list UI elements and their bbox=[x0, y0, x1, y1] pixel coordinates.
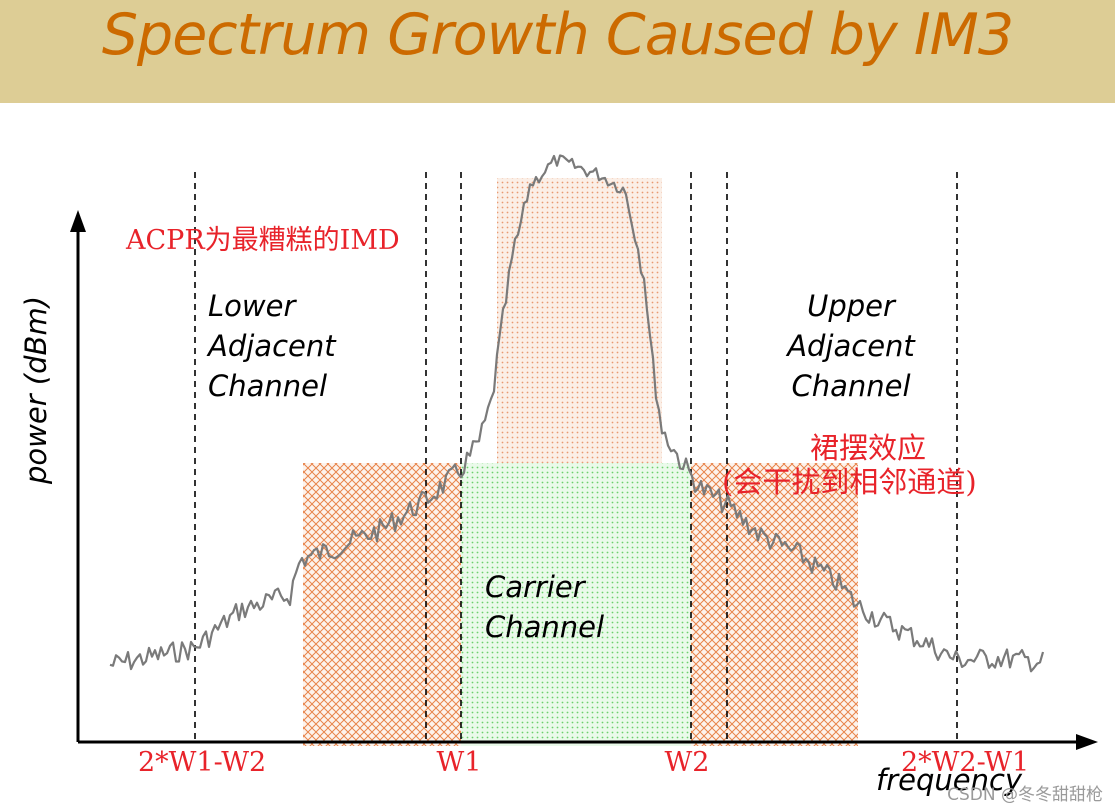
watermark: CSDN @冬冬甜甜枪 bbox=[947, 785, 1103, 805]
upper-adjacent-label: Upper Adjacent Channel bbox=[785, 289, 916, 403]
carrier-label-line-2: Channel bbox=[485, 610, 604, 644]
skirt-effect-note: (会干扰到相邻通道) bbox=[722, 465, 977, 499]
upper-label-line-1: Upper bbox=[807, 289, 897, 323]
lower-label-line-2: Adjacent bbox=[206, 329, 337, 363]
y-axis-label: power (dBm) bbox=[19, 296, 53, 485]
carrier-peak-region bbox=[497, 178, 662, 463]
lower-label-line-1: Lower bbox=[208, 289, 297, 323]
tick-label-2w2-w1: 2*W2-W1 bbox=[901, 747, 1029, 778]
tick-label-w1: W1 bbox=[437, 747, 482, 778]
channel-boundaries bbox=[194, 172, 958, 740]
title-banner bbox=[0, 0, 1115, 103]
x-axis-label: frequency bbox=[876, 763, 1023, 797]
lower-adjacent-label: Lower Adjacent Channel bbox=[206, 289, 337, 403]
tick-label-w2: W2 bbox=[665, 747, 710, 778]
lower-label-line-3: Channel bbox=[208, 369, 327, 403]
spectrum-trace bbox=[109, 154, 1045, 673]
carrier-channel-region bbox=[461, 463, 691, 746]
acpr-annotation: ACPR为最糟糕的IMD bbox=[125, 225, 400, 256]
upper-label-line-3: Channel bbox=[791, 369, 910, 403]
carrier-label-line-1: Carrier bbox=[485, 570, 587, 604]
slide-title: Spectrum Growth Caused by IM3 bbox=[101, 2, 1014, 68]
skirt-effect-annotation: 裙摆效应 bbox=[810, 431, 926, 465]
x-axis-arrow bbox=[1076, 734, 1098, 750]
carrier-channel-label: Carrier Channel bbox=[485, 570, 604, 644]
upper-label-line-2: Adjacent bbox=[785, 329, 916, 363]
axes bbox=[70, 210, 1098, 750]
y-axis-arrow bbox=[70, 210, 86, 232]
tick-label-2w1-w2: 2*W1-W2 bbox=[138, 747, 266, 778]
